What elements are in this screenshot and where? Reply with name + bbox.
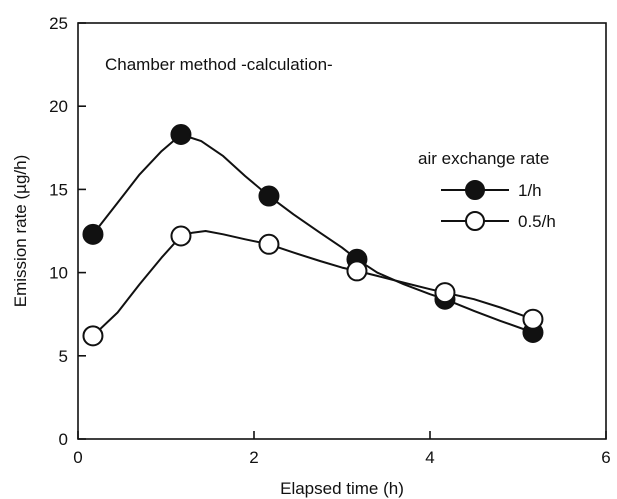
plot-frame bbox=[77, 22, 607, 440]
y-tick-label: 10 bbox=[49, 264, 68, 283]
data-point-1-h bbox=[170, 123, 192, 145]
y-axis-label: Emission rate (µg/h) bbox=[11, 155, 30, 307]
data-point-0-5-h bbox=[170, 225, 192, 247]
y-tick-label: 15 bbox=[49, 180, 68, 199]
x-tick-label: 6 bbox=[601, 448, 610, 467]
chart-annotation: Chamber method -calculation- bbox=[105, 55, 333, 74]
legend-label-1h: 1/h bbox=[518, 181, 542, 200]
legend-title: air exchange rate bbox=[418, 149, 549, 168]
x-tick-label: 4 bbox=[425, 448, 434, 467]
legend-marker-05h bbox=[465, 211, 485, 231]
y-axis-ticks: 0 5 10 15 20 25 bbox=[49, 14, 86, 449]
y-tick-label: 0 bbox=[59, 430, 68, 449]
data-point-0-5-h bbox=[346, 260, 368, 282]
data-point-1-h bbox=[82, 223, 104, 245]
legend: air exchange rate 1/h 0.5/h bbox=[418, 149, 556, 231]
series-layer bbox=[82, 123, 544, 347]
y-tick-label: 25 bbox=[49, 14, 68, 33]
x-axis-label: Elapsed time (h) bbox=[280, 479, 404, 498]
x-axis-ticks: 0 2 4 6 bbox=[73, 431, 611, 467]
data-point-0-5-h bbox=[258, 233, 280, 255]
x-tick-label: 2 bbox=[249, 448, 258, 467]
data-point-1-h bbox=[258, 185, 280, 207]
series-line-0-5-h bbox=[92, 230, 534, 337]
legend-label-05h: 0.5/h bbox=[518, 212, 556, 231]
y-tick-label: 20 bbox=[49, 97, 68, 116]
legend-marker-1h bbox=[465, 180, 485, 200]
y-tick-label: 5 bbox=[59, 347, 68, 366]
data-point-0-5-h bbox=[434, 282, 456, 304]
x-tick-label: 0 bbox=[73, 448, 82, 467]
data-point-0-5-h bbox=[82, 325, 104, 347]
data-point-0-5-h bbox=[522, 308, 544, 330]
